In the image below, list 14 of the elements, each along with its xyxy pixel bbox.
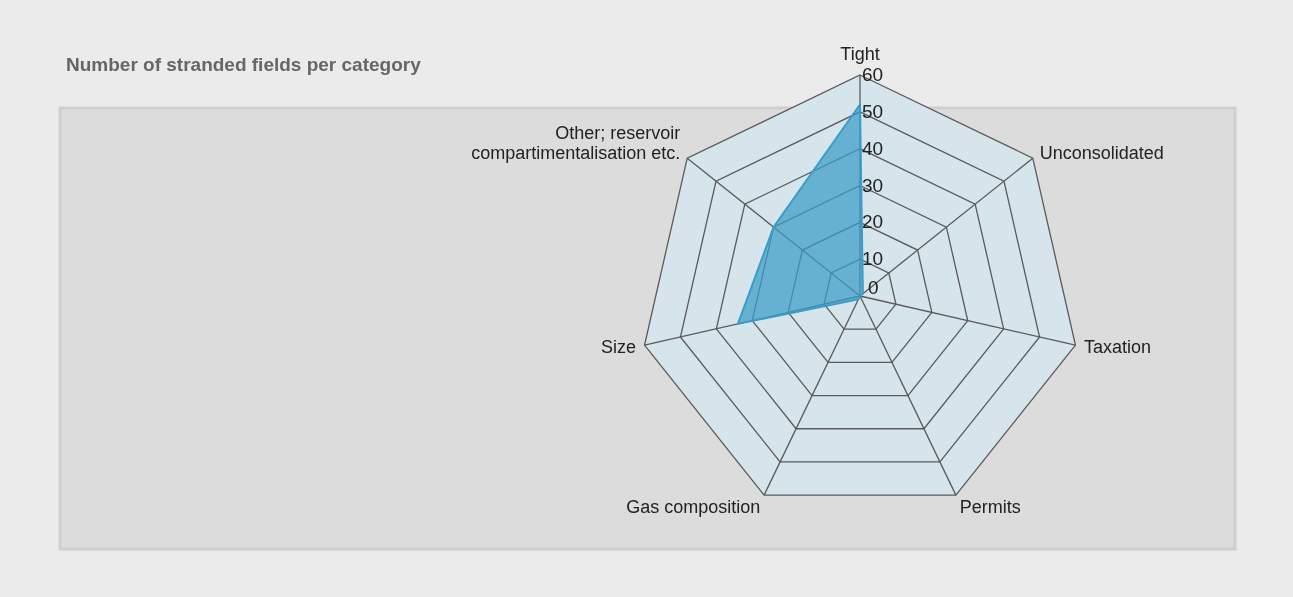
spoke-label: Taxation xyxy=(1084,337,1152,358)
y-tick-label: 10 xyxy=(862,248,884,270)
y-tick-label: 20 xyxy=(862,211,884,233)
text: Number of stranded fields per category xyxy=(66,54,422,75)
spoke-label: Gas composition xyxy=(626,497,761,518)
spoke-label: Tight xyxy=(840,44,880,65)
y-tick-label: 60 xyxy=(862,64,884,85)
y-tick-label: 30 xyxy=(862,174,884,196)
spoke-label: Permits xyxy=(959,497,1021,518)
y-tick-label: 40 xyxy=(862,137,884,159)
spoke-label: Unconsolidated xyxy=(1039,142,1164,163)
spoke-label: Size xyxy=(600,337,636,358)
spoke-label: Other; reservoir compartimentalisation etc. xyxy=(471,122,681,163)
y-tick-label: 50 xyxy=(862,100,884,122)
